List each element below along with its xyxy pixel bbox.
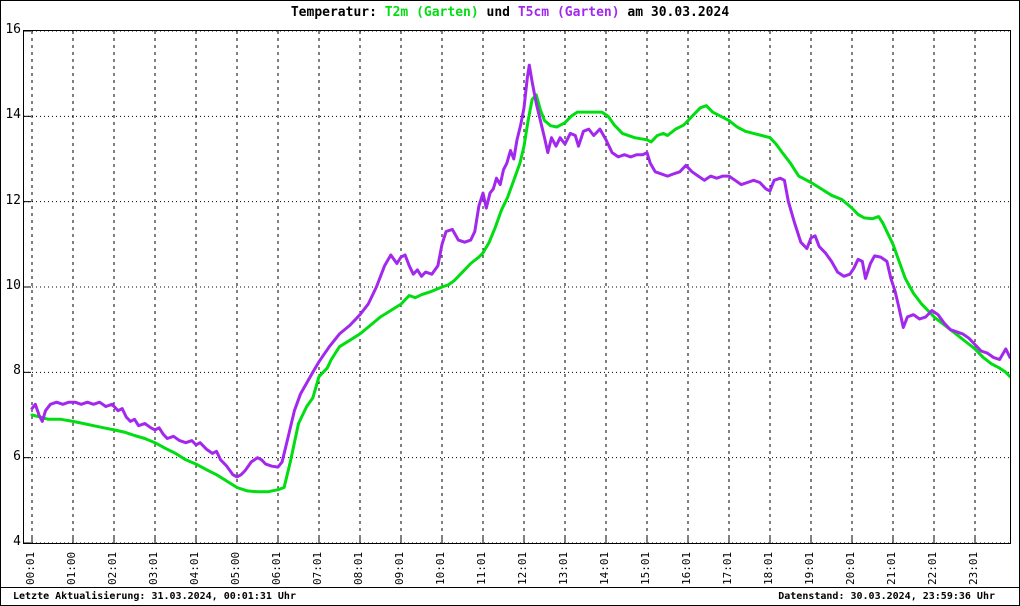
x-tick-label: 02:01 bbox=[106, 551, 119, 585]
series-line-t2m bbox=[30, 93, 1010, 494]
x-tick-label: 03:01 bbox=[147, 551, 160, 585]
x-tick-label: 21:01 bbox=[885, 551, 898, 585]
x-tick-label: 22:01 bbox=[926, 551, 939, 585]
x-tick-label: 06:01 bbox=[270, 551, 283, 585]
x-tick-label: 14:01 bbox=[598, 551, 611, 585]
chart-title-prefix: Temperatur: bbox=[290, 5, 385, 20]
y-tick-label: 4 bbox=[13, 534, 21, 549]
x-tick-label: 07:01 bbox=[311, 551, 324, 585]
x-tick-label: 20:01 bbox=[844, 551, 857, 585]
chart-title: Temperatur: T2m (Garten) und T5cm (Garte… bbox=[1, 5, 1019, 20]
temperature-chart bbox=[24, 31, 1010, 543]
x-tick-label: 08:01 bbox=[352, 551, 365, 585]
x-tick-label: 18:01 bbox=[762, 551, 775, 585]
chart-title-suffix: am 30.03.2024 bbox=[619, 5, 730, 20]
status-bar: Letzte Aktualisierung: 31.03.2024, 00:01… bbox=[1, 587, 1019, 605]
x-tick-label: 23:01 bbox=[967, 551, 980, 585]
x-tick-label: 00:01 bbox=[24, 551, 37, 585]
y-tick-label: 16 bbox=[5, 22, 21, 37]
y-tick-label: 6 bbox=[13, 448, 21, 464]
last-update-text: Letzte Aktualisierung: 31.03.2024, 00:01… bbox=[13, 591, 296, 602]
x-tick-label: 04:01 bbox=[188, 551, 201, 585]
y-tick-label: 10 bbox=[5, 278, 21, 293]
x-tick-label: 12:01 bbox=[516, 551, 529, 585]
chart-title-series1: T2m (Garten) bbox=[384, 5, 479, 20]
chart-title-series2: T5cm (Garten) bbox=[517, 5, 620, 20]
x-tick-label: 01:00 bbox=[65, 551, 78, 585]
series-line-t5cm bbox=[30, 63, 1010, 479]
y-tick-label: 12 bbox=[5, 192, 21, 208]
data-timestamp-text: Datenstand: 30.03.2024, 23:59:36 Uhr bbox=[778, 591, 995, 602]
x-tick-label: 13:01 bbox=[557, 551, 570, 585]
x-tick-label: 09:01 bbox=[393, 551, 406, 585]
x-tick-label: 10:01 bbox=[434, 551, 447, 585]
y-tick-label: 14 bbox=[5, 107, 21, 123]
chart-title-conjunction: und bbox=[478, 5, 518, 20]
x-tick-label: 19:01 bbox=[803, 551, 816, 585]
x-tick-label: 16:01 bbox=[680, 551, 693, 585]
x-tick-label: 11:01 bbox=[475, 551, 488, 585]
x-tick-label: 15:01 bbox=[639, 551, 652, 585]
plot-area bbox=[23, 30, 1011, 544]
x-tick-label: 05:00 bbox=[229, 551, 242, 585]
y-tick-label: 8 bbox=[13, 363, 21, 379]
x-tick-label: 17:01 bbox=[721, 551, 734, 585]
